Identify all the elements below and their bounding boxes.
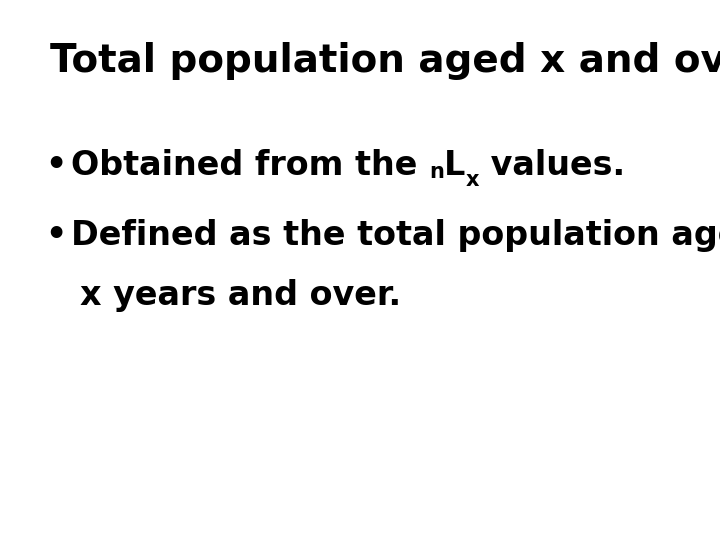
Text: Obtained from the: Obtained from the [71,149,429,182]
Text: n: n [429,162,444,182]
Text: •: • [45,149,66,182]
Text: x: x [466,170,479,190]
Text: Defined as the total population aged: Defined as the total population aged [71,219,720,252]
Text: •: • [45,219,66,252]
Text: values.: values. [479,149,625,182]
Text: Total population aged x and over (T: Total population aged x and over (T [50,42,720,80]
Text: L: L [444,149,466,182]
Text: x years and over.: x years and over. [80,279,401,312]
